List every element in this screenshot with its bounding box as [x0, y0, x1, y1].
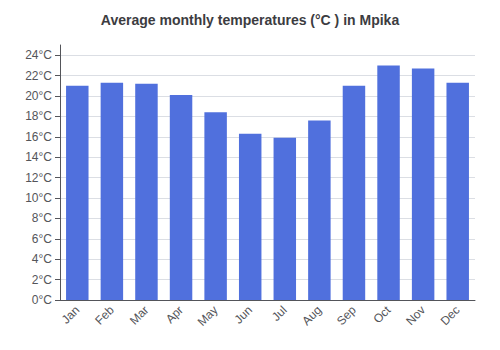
- svg-text:Oct: Oct: [370, 303, 394, 327]
- svg-text:20°C: 20°C: [25, 89, 52, 103]
- svg-text:24°C: 24°C: [25, 48, 52, 62]
- svg-text:Jul: Jul: [269, 303, 290, 324]
- svg-text:Average monthly temperatures (: Average monthly temperatures (°C ) in Mp…: [101, 12, 400, 28]
- svg-text:Mar: Mar: [127, 303, 152, 327]
- svg-text:12°C: 12°C: [25, 171, 52, 185]
- svg-text:6°C: 6°C: [32, 232, 52, 246]
- svg-text:Aug: Aug: [299, 303, 324, 328]
- svg-text:2°C: 2°C: [32, 273, 52, 287]
- svg-text:May: May: [195, 303, 221, 329]
- svg-text:16°C: 16°C: [25, 130, 52, 144]
- svg-text:18°C: 18°C: [25, 109, 52, 123]
- svg-text:14°C: 14°C: [25, 150, 52, 164]
- svg-text:Feb: Feb: [92, 303, 117, 328]
- svg-text:4°C: 4°C: [32, 252, 52, 266]
- svg-text:8°C: 8°C: [32, 211, 52, 225]
- svg-text:Apr: Apr: [163, 303, 186, 326]
- svg-text:Jun: Jun: [232, 303, 256, 327]
- svg-text:Dec: Dec: [438, 303, 463, 328]
- svg-text:10°C: 10°C: [25, 191, 52, 205]
- svg-text:0°C: 0°C: [32, 293, 52, 307]
- svg-text:Nov: Nov: [403, 303, 428, 328]
- svg-text:Sep: Sep: [334, 303, 359, 328]
- svg-text:Jan: Jan: [59, 303, 83, 327]
- svg-text:22°C: 22°C: [25, 69, 52, 83]
